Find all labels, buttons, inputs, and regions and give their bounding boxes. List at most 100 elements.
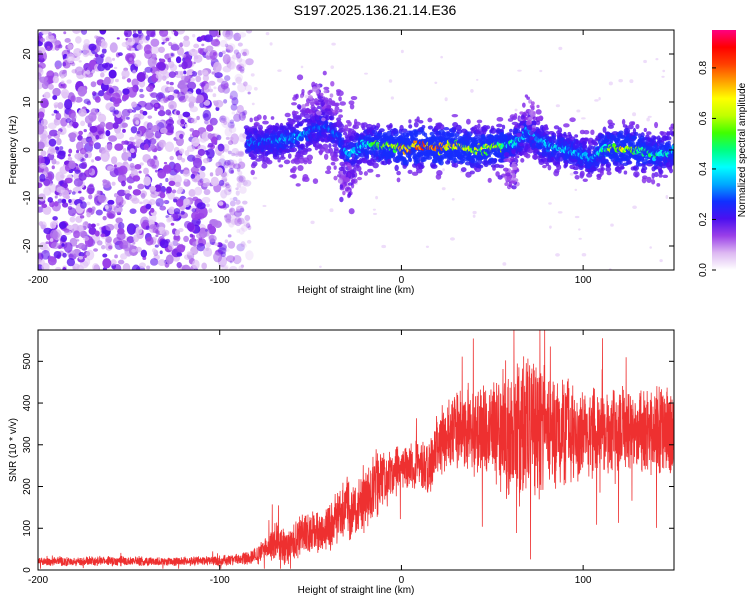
ridge-feature	[312, 110, 316, 117]
chart-title: S197.2025.136.21.14.E36	[294, 2, 457, 18]
ridge-halo	[290, 147, 298, 153]
ridge-halo	[306, 154, 313, 161]
noise-blob	[192, 196, 199, 202]
noise-blob	[95, 35, 101, 41]
noise-blob	[208, 234, 217, 243]
noise-blob	[113, 193, 119, 198]
noise-blob	[47, 83, 54, 90]
noise-blob	[62, 267, 67, 270]
noise-blob	[236, 111, 241, 116]
ridge-halo	[631, 121, 636, 126]
noise-blob	[166, 80, 170, 85]
noise-blob	[169, 63, 178, 72]
ridge-halo	[547, 164, 552, 171]
noise-blob	[205, 242, 211, 248]
noise-blob	[96, 222, 100, 227]
noise-blob	[68, 160, 76, 170]
noise-blob	[225, 184, 232, 192]
noise-blob	[126, 141, 134, 147]
noise-blob	[145, 225, 150, 231]
noise-blob	[98, 130, 104, 135]
noise-blob	[72, 30, 81, 34]
noise-blob	[331, 42, 336, 46]
noise-blob	[106, 210, 116, 220]
noise-blob	[52, 231, 60, 239]
noise-blob	[228, 265, 238, 270]
noise-blob	[67, 206, 73, 210]
ridge-halo	[322, 70, 327, 76]
noise-blob	[85, 249, 95, 261]
noise-blob	[144, 66, 153, 73]
y-tick-label: 400	[22, 394, 33, 411]
noise-blob	[197, 148, 206, 156]
ridge-halo	[618, 166, 625, 170]
noise-blob	[201, 177, 211, 188]
ridge-halo	[583, 129, 590, 135]
noise-blob	[112, 122, 119, 129]
noise-blob	[610, 223, 614, 227]
noise-blob	[191, 129, 200, 138]
noise-blob	[207, 132, 213, 139]
noise-blob	[179, 148, 185, 154]
noise-blob	[187, 117, 195, 124]
noise-blob	[110, 156, 118, 165]
x-tick-label: -200	[28, 275, 48, 286]
noise-blob	[79, 201, 87, 209]
noise-blob	[45, 241, 50, 245]
noise-blob	[148, 186, 157, 192]
x-tick-label: -200	[28, 575, 48, 586]
noise-blob	[223, 83, 229, 88]
noise-blob	[472, 210, 477, 215]
ridge-halo	[325, 170, 332, 175]
noise-blob	[70, 95, 76, 103]
noise-blob	[226, 56, 235, 65]
noise-blob	[223, 120, 228, 126]
noise-blob	[555, 253, 560, 257]
noise-blob	[65, 118, 72, 124]
noise-blob	[63, 242, 73, 253]
noise-blob	[212, 61, 222, 73]
noise-blob	[146, 122, 153, 130]
noise-blob	[106, 165, 115, 172]
noise-blob	[229, 260, 233, 264]
noise-blob	[300, 65, 304, 69]
noise-blob	[217, 255, 228, 268]
noise-blob	[330, 65, 335, 69]
noise-blob	[120, 253, 128, 260]
noise-blob	[44, 173, 49, 177]
ridge-feature	[504, 182, 509, 186]
noise-blob	[191, 71, 198, 77]
noise-blob	[632, 205, 637, 210]
ridge-feature	[345, 178, 351, 183]
noise-blob	[225, 184, 231, 189]
ridge-halo	[651, 179, 656, 185]
noise-blob	[226, 255, 236, 263]
ridge-halo	[658, 169, 664, 175]
noise-blob	[159, 30, 169, 37]
noise-blob	[231, 111, 236, 115]
noise-blob	[224, 239, 229, 244]
noise-blob	[183, 35, 190, 41]
noise-blob	[68, 169, 73, 174]
noise-blob	[176, 90, 180, 95]
ridge-halo	[646, 176, 652, 184]
noise-blob	[158, 139, 167, 148]
ridge-halo	[298, 135, 305, 142]
noise-blob	[38, 258, 43, 265]
noise-blob	[101, 153, 109, 162]
noise-blob	[167, 94, 175, 101]
ridge-halo	[469, 170, 475, 175]
noise-blob	[180, 118, 185, 125]
ridge-halo	[295, 183, 301, 187]
noise-blob	[130, 126, 138, 134]
noise-blob	[90, 223, 96, 228]
ridge-halo	[323, 86, 330, 91]
noise-blob	[277, 69, 282, 72]
noise-blob	[99, 121, 106, 128]
noise-blob	[98, 117, 104, 121]
noise-blob	[66, 79, 72, 84]
noise-blob	[161, 229, 170, 236]
noise-blob	[364, 72, 368, 75]
y-tick-label: 300	[22, 436, 33, 453]
noise-blob	[231, 147, 240, 156]
